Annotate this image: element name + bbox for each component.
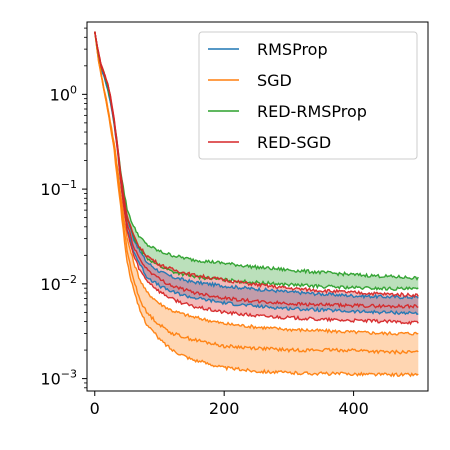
line-rmsprop-1 <box>94 31 419 316</box>
line-rmsprop-0 <box>94 31 419 300</box>
legend: RMSProp SGD RED-RMSProp RED-SGD <box>198 31 418 160</box>
legend-box <box>198 31 418 160</box>
y-tick-label: 10−3 <box>40 368 77 389</box>
legend-label-red-sgd: RED-SGD <box>257 133 331 152</box>
line-red-rmsprop-1 <box>94 31 419 291</box>
line-sgd-1 <box>94 31 419 356</box>
y-axis-ticks: 10−3 10−2 10−1 100 <box>40 27 87 389</box>
line-red-sgd-0 <box>94 31 419 299</box>
band-sgd <box>94 31 419 377</box>
x-axis-ticks: 0 200 400 <box>90 391 369 418</box>
x-tick-label: 200 <box>209 399 240 418</box>
line-sgd-2 <box>94 31 419 378</box>
line-red-sgd-1 <box>94 31 419 310</box>
x-tick-label: 400 <box>338 399 369 418</box>
x-tick-label: 0 <box>90 399 100 418</box>
series-lines <box>94 31 419 378</box>
y-tick-label: 10−1 <box>40 178 77 199</box>
line-sgd-0 <box>94 31 419 337</box>
line-red-rmsprop-0 <box>94 31 419 281</box>
y-tick-label: 10−2 <box>40 273 77 294</box>
legend-label-sgd: SGD <box>257 71 292 90</box>
axes-frame <box>86 21 429 392</box>
legend-label-red-rmsprop: RED-RMSProp <box>257 102 367 121</box>
legend-label-rmsprop: RMSProp <box>257 40 328 59</box>
y-tick-label: 100 <box>50 83 77 104</box>
line-red-sgd-2 <box>94 31 419 326</box>
